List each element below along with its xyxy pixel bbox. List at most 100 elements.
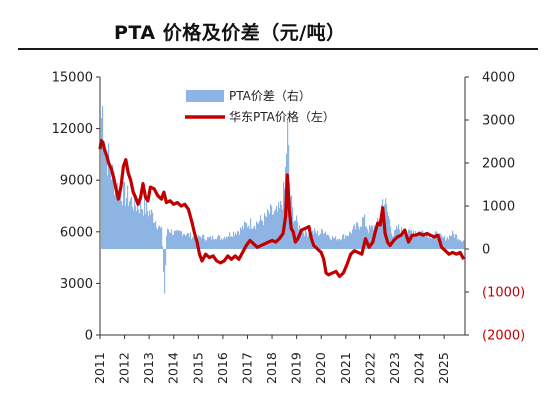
spread-bar bbox=[132, 206, 134, 249]
spread-bar bbox=[319, 234, 321, 249]
spread-bar bbox=[430, 238, 432, 249]
spread-bar bbox=[172, 235, 174, 249]
spread-bar bbox=[113, 172, 115, 249]
spread-bar bbox=[238, 231, 240, 249]
spread-bar bbox=[136, 211, 138, 249]
spread-bar bbox=[402, 232, 404, 249]
spread-bar bbox=[359, 229, 361, 249]
spread-bar bbox=[251, 228, 253, 249]
spread-bar bbox=[421, 231, 423, 249]
spread-bar bbox=[256, 221, 258, 249]
spread-bar bbox=[194, 237, 196, 249]
spread-bar bbox=[230, 236, 232, 249]
spread-bar bbox=[296, 215, 298, 249]
spread-bar bbox=[143, 215, 145, 249]
spread-bar bbox=[351, 233, 353, 249]
spread-bar bbox=[370, 227, 372, 249]
spread-bar bbox=[137, 204, 139, 249]
spread-bar bbox=[149, 210, 151, 249]
spread-bar bbox=[206, 240, 208, 249]
spread-bar bbox=[130, 198, 132, 249]
spread-bar bbox=[218, 235, 220, 249]
chart-axes: 0 3000 6000 9000 12000 15000 (2000) (1000) 0 1000… bbox=[52, 71, 526, 385]
spread-bar bbox=[108, 143, 110, 249]
spread-bar bbox=[193, 236, 195, 249]
spread-bar bbox=[303, 232, 305, 249]
spread-bar bbox=[219, 235, 221, 249]
spread-bar bbox=[110, 171, 112, 249]
spread-bar bbox=[437, 236, 439, 249]
spread-bar bbox=[322, 230, 324, 249]
spread-bar bbox=[168, 229, 170, 249]
spread-bar bbox=[279, 208, 281, 249]
spread-bar bbox=[155, 221, 157, 249]
spread-bar bbox=[345, 235, 347, 249]
spread-bar bbox=[356, 222, 358, 249]
spread-bar bbox=[171, 229, 173, 249]
spread-bar bbox=[214, 239, 216, 249]
spread-bar bbox=[434, 233, 436, 249]
spread-bar bbox=[133, 210, 135, 249]
spread-bar bbox=[151, 209, 153, 249]
spread-bar bbox=[203, 234, 205, 249]
right-tick-label: 3000 bbox=[482, 114, 515, 129]
x-tick-label: 2023 bbox=[387, 352, 402, 384]
spread-bar bbox=[127, 185, 129, 249]
spread-bar bbox=[239, 234, 241, 249]
x-tick-label: 2017 bbox=[239, 352, 254, 384]
spread-bar bbox=[342, 235, 344, 249]
spread-bar bbox=[267, 209, 269, 249]
spread-bar bbox=[446, 239, 448, 249]
spread-bar bbox=[389, 219, 391, 249]
spread-bar bbox=[220, 239, 222, 249]
spread-bar bbox=[252, 228, 254, 249]
spread-bar bbox=[339, 238, 341, 249]
spread-bar bbox=[306, 232, 308, 249]
spread-bar bbox=[432, 237, 434, 249]
spread-bar bbox=[207, 237, 209, 249]
spread-bar bbox=[157, 229, 159, 249]
spread-bar bbox=[406, 234, 408, 249]
spread-bar bbox=[144, 199, 146, 249]
left-tick-label: 12000 bbox=[52, 122, 93, 137]
spread-bar bbox=[160, 227, 162, 249]
spread-bar bbox=[350, 232, 352, 249]
spread-bar bbox=[450, 236, 452, 249]
spread-bar bbox=[159, 225, 161, 249]
spread-bar bbox=[456, 234, 458, 249]
spread-bar bbox=[231, 236, 233, 249]
spread-bar bbox=[428, 238, 430, 249]
spread-bar bbox=[190, 232, 192, 249]
spread-bar bbox=[273, 213, 275, 249]
spread-bar bbox=[111, 179, 113, 249]
spread-bar bbox=[425, 237, 427, 249]
spread-bar bbox=[128, 206, 130, 249]
spread-bar bbox=[258, 223, 260, 249]
spread-bar bbox=[419, 231, 421, 249]
spread-bar bbox=[431, 238, 433, 249]
spread-bar bbox=[379, 219, 381, 249]
spread-bar bbox=[139, 213, 141, 249]
spread-bar bbox=[121, 201, 123, 249]
spread-bar bbox=[224, 236, 226, 249]
spread-bar bbox=[245, 222, 247, 249]
spread-bar bbox=[462, 241, 464, 249]
x-tick-label: 2019 bbox=[289, 352, 304, 384]
spread-bar bbox=[138, 209, 140, 249]
spread-bar bbox=[309, 236, 311, 249]
spread-bar bbox=[228, 236, 230, 249]
spread-bar bbox=[158, 226, 160, 249]
spread-bar bbox=[243, 228, 245, 249]
spread-bar bbox=[202, 234, 204, 249]
spread-bar bbox=[269, 213, 271, 249]
spread-bar bbox=[154, 222, 156, 249]
spread-bar bbox=[123, 181, 125, 249]
spread-bar bbox=[186, 234, 188, 249]
spread-bar bbox=[358, 226, 360, 249]
spread-bar bbox=[277, 211, 279, 249]
spread-bar bbox=[210, 236, 212, 249]
spread-bar bbox=[146, 202, 148, 249]
spread-bar bbox=[102, 106, 104, 249]
spread-bar bbox=[104, 146, 106, 249]
spread-bar bbox=[344, 238, 346, 249]
